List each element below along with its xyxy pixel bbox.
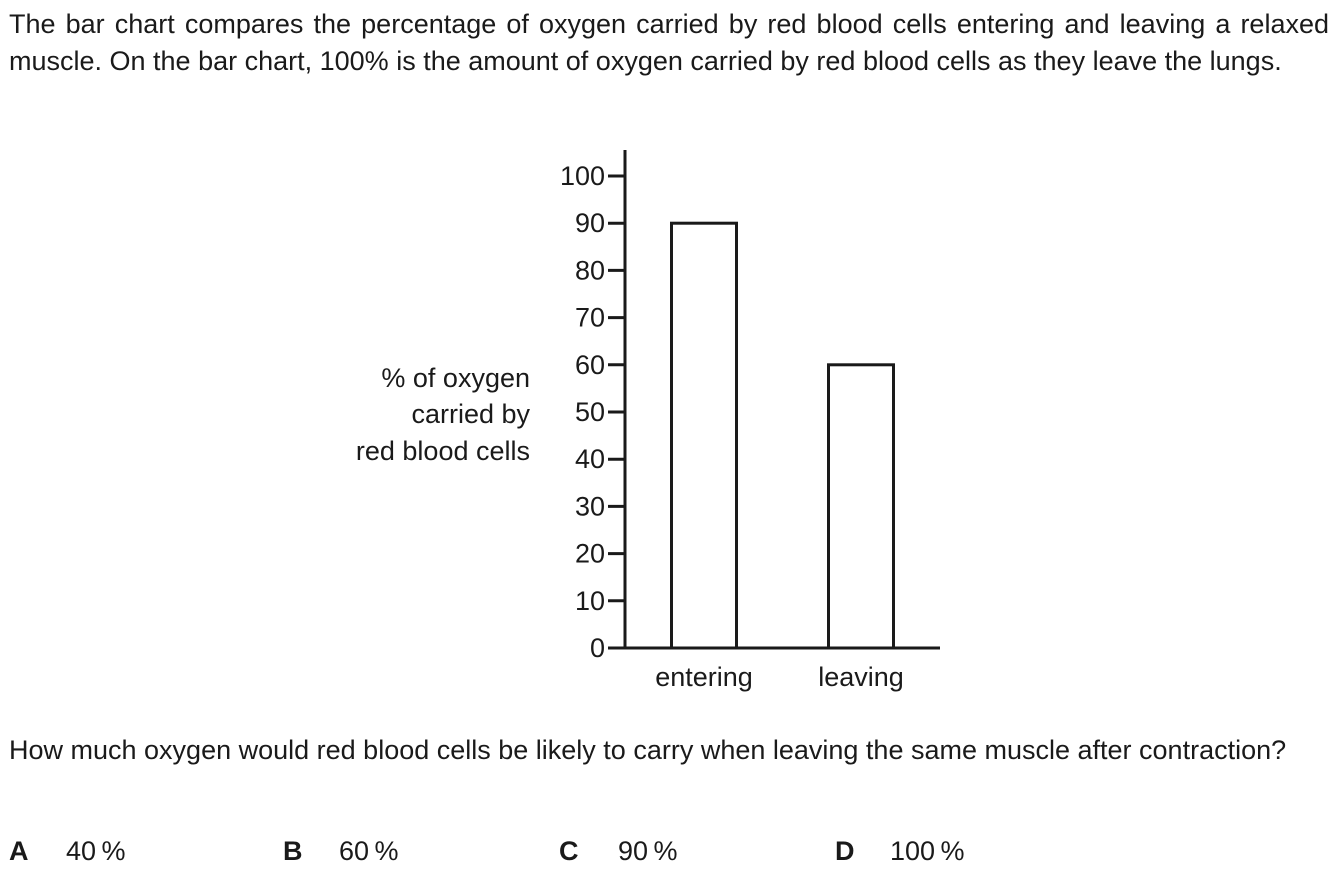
option-value: 90 % (618, 836, 678, 866)
option-c[interactable]: C 90 % (559, 833, 677, 869)
y-tick-label-1: 10 (575, 586, 605, 616)
bar-entering (670, 221, 738, 650)
bars (670, 221, 895, 650)
y-axis-ticks: 0 10 20 30 40 50 60 70 80 90 100 (560, 161, 625, 663)
question-prompt: How much oxygen would red blood cells be… (9, 735, 1287, 765)
y-tick-label-4: 40 (575, 444, 605, 474)
y-axis-label-line-0: % of oxygen (381, 363, 530, 393)
bar-leaving (827, 363, 895, 650)
option-b[interactable]: B 60 % (283, 833, 398, 869)
option-letter: B (283, 836, 303, 866)
option-value: 100 % (890, 836, 965, 866)
y-tick-label-7: 70 (575, 303, 605, 333)
option-value: 40 % (66, 836, 126, 866)
question-intro: The bar chart compares the percentage of… (9, 9, 1329, 76)
y-tick-label-3: 30 (575, 491, 605, 521)
option-letter: A (9, 836, 29, 866)
y-tick-label-5: 50 (575, 397, 605, 427)
option-value: 60 % (339, 836, 399, 866)
x-category-label-leaving: leaving (818, 662, 904, 692)
y-axis-label-line-2: red blood cells (356, 436, 530, 466)
y-tick-label-10: 100 (560, 161, 605, 191)
y-tick-label-9: 90 (575, 208, 605, 238)
option-d[interactable]: D 100 % (835, 833, 964, 869)
y-tick-label-8: 80 (575, 255, 605, 285)
y-axis-label: % of oxygen carried by red blood cells (356, 363, 531, 466)
y-tick-label-6: 60 (575, 350, 605, 380)
option-a[interactable]: A 40 % (9, 833, 125, 869)
y-tick-label-0: 0 (590, 633, 605, 663)
x-category-label-entering: entering (655, 662, 753, 692)
option-letter: D (835, 836, 855, 866)
y-axis-label-line-1: carried by (411, 399, 530, 429)
option-letter: C (559, 836, 579, 866)
y-tick-label-2: 20 (575, 539, 605, 569)
x-axis-categories: entering leaving (655, 662, 904, 692)
